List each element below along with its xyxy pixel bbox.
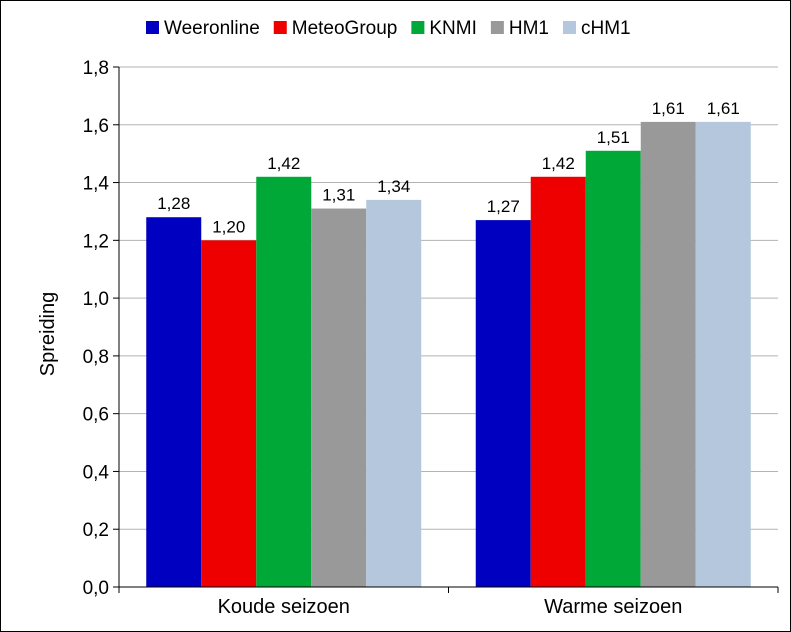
legend: Weeronline MeteoGroup KNMI HM1 cHM1 xyxy=(146,18,631,39)
legend-label: KNMI xyxy=(429,18,477,39)
bar-chm1 xyxy=(695,121,751,587)
y-tick-label: 1,2 xyxy=(83,231,109,252)
legend-label: HM1 xyxy=(509,18,549,39)
data-label: 1,27 xyxy=(487,197,520,216)
legend-swatch xyxy=(490,21,504,34)
legend-swatch xyxy=(562,21,576,34)
y-tick-label: 1,8 xyxy=(83,58,109,79)
legend-swatch xyxy=(273,21,287,34)
y-tick-label: 0,8 xyxy=(83,347,109,368)
data-label: 1,20 xyxy=(212,217,245,236)
bar-hm1 xyxy=(311,208,367,588)
data-label: 1,42 xyxy=(267,154,300,173)
legend-label: MeteoGroup xyxy=(292,18,398,39)
bar-weeronline xyxy=(475,220,531,587)
bar-weeronline xyxy=(146,217,202,587)
bars: 1,28 1,20 1,42 1,31 1,34 1,27 1,42 1,51 1,61 1,61 xyxy=(146,99,751,588)
bar-hm1 xyxy=(640,121,696,587)
legend-label: cHM1 xyxy=(581,18,631,39)
bar-meteogroup xyxy=(530,176,586,587)
y-tick-label: 0,4 xyxy=(83,462,110,483)
data-label: 1,61 xyxy=(652,99,685,118)
legend-swatch xyxy=(411,21,425,34)
bar-meteogroup xyxy=(201,240,257,588)
data-label: 1,28 xyxy=(157,194,190,213)
y-tick-label: 1,6 xyxy=(83,116,109,137)
data-label: 1,34 xyxy=(377,177,410,196)
y-axis: 0,0 0,2 0,4 0,6 0,8 1,0 1,2 1,4 1,6 1,8 xyxy=(83,58,120,599)
bar-knmi xyxy=(585,150,641,587)
legend-label: Weeronline xyxy=(164,18,260,39)
y-tick-label: 1,4 xyxy=(83,174,110,195)
x-category-label: Warme seizoen xyxy=(544,596,682,618)
data-label: 1,31 xyxy=(322,186,355,205)
y-tick-label: 0,0 xyxy=(83,578,109,599)
x-axis: Koude seizoen Warme seizoen xyxy=(118,586,779,618)
data-label: 1,61 xyxy=(707,99,740,118)
y-tick-label: 0,6 xyxy=(83,405,109,426)
x-category-label: Koude seizoen xyxy=(218,596,350,618)
data-label: 1,51 xyxy=(597,128,630,147)
bar-knmi xyxy=(256,176,312,587)
legend-swatch xyxy=(146,21,159,34)
y-tick-label: 0,2 xyxy=(83,520,109,541)
bar-chm1 xyxy=(366,199,422,587)
data-label: 1,42 xyxy=(542,154,575,173)
y-axis-title: Spreiding xyxy=(37,292,59,377)
y-tick-label: 1,0 xyxy=(83,289,109,310)
